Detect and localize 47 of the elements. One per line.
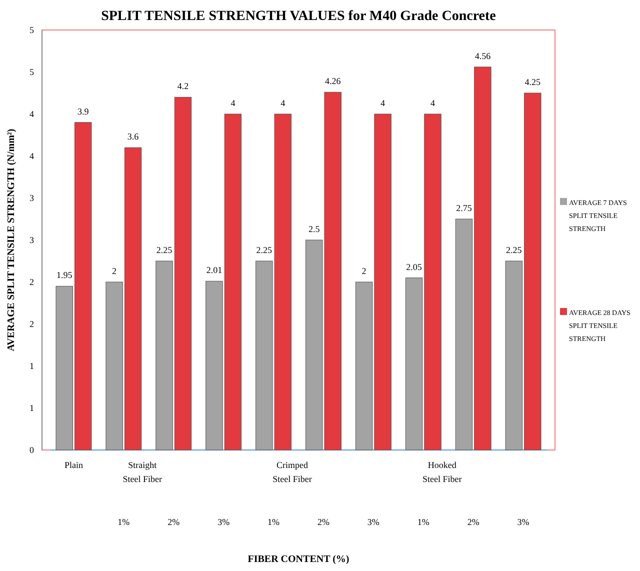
x-tick-label: 3% (367, 517, 380, 527)
data-label: 4.26 (324, 76, 342, 86)
data-label: 4 (280, 98, 286, 108)
x-tick-label: Plain (64, 460, 84, 470)
data-label: 2.25 (256, 245, 273, 255)
data-label: 4 (430, 98, 436, 108)
y-tick-label: 5 (30, 66, 34, 77)
data-label: 2.05 (406, 262, 422, 272)
y-axis-title: AVERAGE SPLIT TENSILE STRENGTH (N/mm²) (6, 128, 17, 352)
y-tick-label: 3 (30, 192, 34, 203)
data-label: 4.2 (177, 81, 189, 92)
x-tick-label: 1% (268, 517, 280, 527)
x-tick-label: 1% (118, 517, 130, 527)
data-label: 2 (362, 266, 366, 276)
data-label: 4 (380, 98, 386, 108)
x-tick-label: 2% (467, 517, 480, 527)
data-label: 4.25 (524, 77, 542, 87)
text: Hooked Steel Fiber (422, 460, 462, 484)
y-tick-label: 1 (30, 360, 34, 371)
data-label: 4 (230, 98, 236, 108)
x-tick-label: 3% (517, 517, 530, 527)
text: Crimped Steel Fiber (272, 460, 312, 484)
data-label: 3.6 (127, 132, 140, 142)
y-tick-label: 5 (30, 24, 34, 35)
data-label: 2 (112, 266, 117, 276)
y-tick-label: 2 (30, 276, 34, 287)
text: Straight Steel Fiber (122, 460, 162, 484)
data-label: 3.9 (77, 106, 90, 116)
x-tick-label: 3% (218, 517, 230, 527)
data-label: 2.25 (506, 245, 522, 255)
x-tick-label: 1% (417, 517, 430, 527)
data-label: 2.25 (156, 245, 173, 255)
data-label: 1.95 (56, 270, 73, 280)
y-tick-label: 1 (30, 402, 34, 413)
y-tick-label: 4 (30, 150, 34, 161)
data-label: 4.56 (474, 50, 492, 61)
y-tick-label: 0 (30, 444, 34, 455)
y-tick-label: 2 (30, 318, 34, 329)
y-tick-label: 3 (30, 234, 34, 245)
data-label: 2.75 (456, 203, 472, 213)
y-tick-label: 4 (30, 108, 34, 119)
x-tick-label: 2% (168, 517, 180, 527)
x-tick-label: 2% (317, 517, 330, 527)
data-label: 2.5 (308, 224, 320, 234)
x-axis-title: FIBER CONTENT (%) (248, 554, 350, 565)
chart-title: SPLIT TENSILE STRENGTH VALUES for M40 Grade Concrete (101, 9, 496, 24)
data-label: 2.01 (206, 265, 222, 276)
